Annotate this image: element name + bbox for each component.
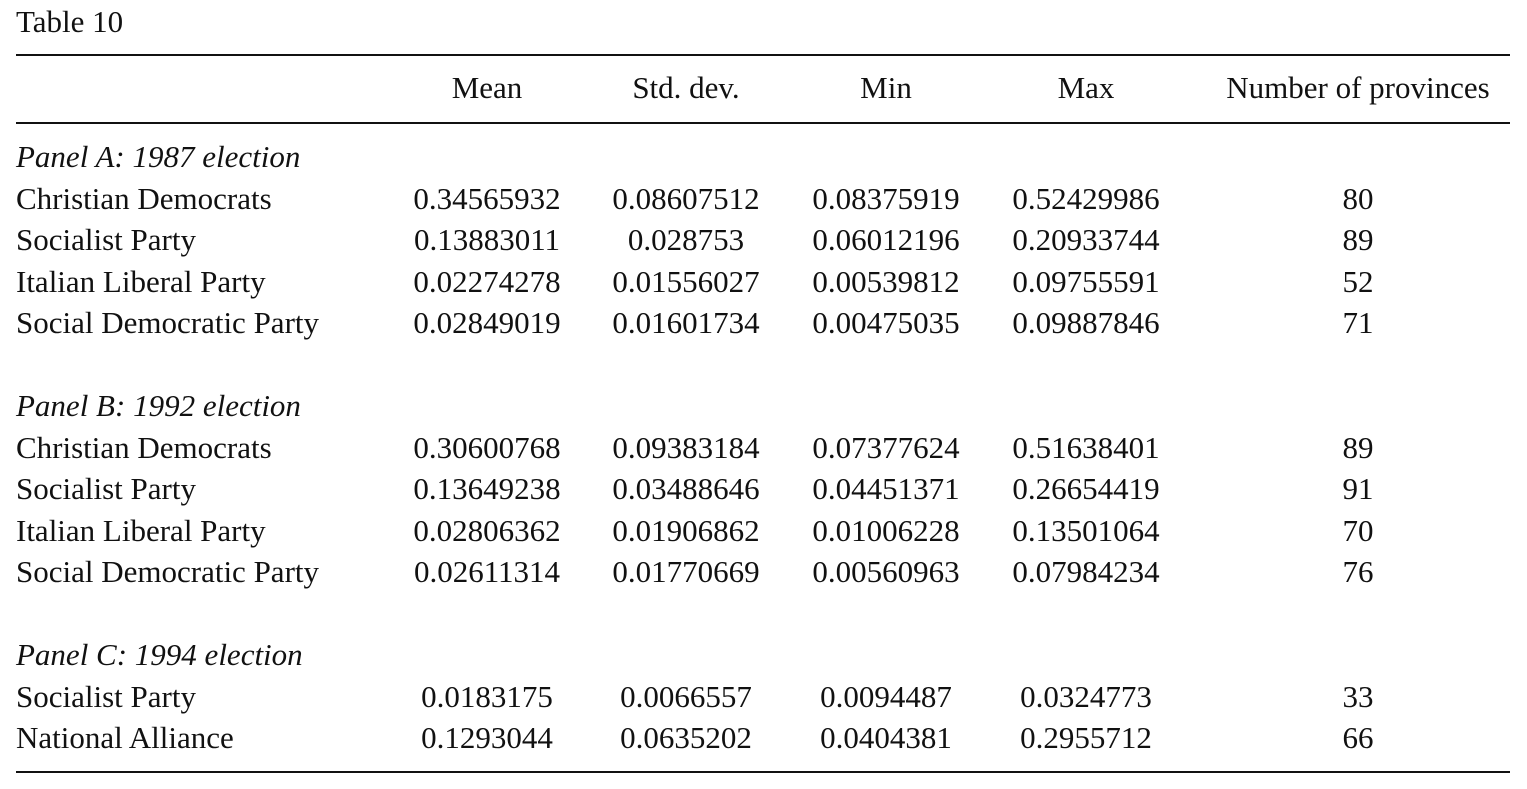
cell: 0.02806362 (413, 512, 561, 548)
cell: 0.0066557 (620, 678, 752, 714)
cell: 0.00475035 (812, 305, 960, 340)
cell: 0.08375919 (812, 180, 960, 216)
panel-title: Panel B: 1992 election (16, 388, 301, 423)
cell: 0.26654419 (1012, 471, 1160, 506)
cell: 0.01906862 (612, 512, 760, 548)
row-label: Italian Liberal Party (16, 512, 266, 548)
cell: 0.2955712 (1020, 720, 1152, 755)
row-label: Social Democratic Party (16, 554, 320, 589)
column-header: Min (860, 70, 912, 105)
cell: 70 (1342, 512, 1374, 548)
cell: 66 (1342, 720, 1374, 755)
cell: 0.01770669 (612, 554, 760, 589)
cell: 0.07377624 (812, 429, 960, 465)
cell: 0.1293044 (421, 720, 553, 755)
cell: 0.30600768 (413, 429, 561, 465)
column-header: Max (1057, 70, 1115, 105)
row-label: Socialist Party (16, 471, 196, 506)
cell: 80 (1342, 180, 1374, 216)
row-label: Christian Democrats (16, 429, 272, 465)
cell: 0.00539812 (812, 263, 960, 299)
cell: 0.01601734 (612, 305, 760, 340)
cell: 0.01006228 (812, 512, 960, 548)
cell: 0.09755591 (1012, 263, 1160, 299)
cell: 0.08607512 (612, 180, 760, 216)
cell: 89 (1342, 222, 1374, 257)
cell: 0.02274278 (413, 263, 561, 299)
cell: 0.09383184 (612, 429, 760, 465)
cell: 0.51638401 (1012, 429, 1160, 465)
header-rule (16, 122, 1510, 124)
cell: 0.0635202 (620, 720, 752, 755)
cell: 0.06012196 (812, 222, 960, 257)
cell: 0.07984234 (1012, 554, 1160, 589)
row-label: Italian Liberal Party (16, 263, 266, 299)
bottom-rule (16, 771, 1510, 773)
cell: 0.34565932 (413, 180, 561, 216)
table-title: Table 10 (16, 4, 124, 39)
cell: 0.13649238 (413, 471, 561, 506)
cell: 0.0404381 (820, 720, 952, 755)
column-header: Std. dev. (632, 70, 740, 105)
cell: 0.0183175 (421, 678, 553, 714)
cell: 0.01556027 (612, 263, 760, 299)
row-label: Social Democratic Party (16, 305, 320, 340)
row-label: National Alliance (16, 720, 234, 755)
cell: 33 (1342, 678, 1374, 714)
cell: 71 (1342, 305, 1374, 340)
row-label: Socialist Party (16, 678, 196, 714)
cell: 0.09887846 (1012, 305, 1160, 340)
cell: 0.03488646 (612, 471, 760, 506)
cell: 89 (1342, 429, 1374, 465)
cell: 52 (1342, 263, 1374, 299)
top-rule (16, 54, 1510, 56)
panel-title: Panel A: 1987 election (16, 139, 301, 174)
cell: 0.13501064 (1012, 512, 1160, 548)
cell: 0.02611314 (413, 554, 561, 589)
cell: 0.04451371 (812, 471, 960, 506)
row-label: Socialist Party (16, 222, 196, 257)
cell: 0.0094487 (820, 678, 952, 714)
cell: 0.02849019 (413, 305, 561, 340)
cell: 0.52429986 (1012, 180, 1160, 216)
cell: 0.00560963 (812, 554, 960, 589)
cell: 76 (1342, 554, 1374, 589)
cell: 91 (1342, 471, 1374, 506)
column-header: Mean (451, 70, 523, 105)
cell: 0.0324773 (1020, 678, 1152, 714)
row-label: Christian Democrats (16, 180, 272, 216)
cell: 0.028753 (627, 222, 745, 257)
panel-title: Panel C: 1994 election (16, 637, 303, 672)
cell: 0.20933744 (1012, 222, 1160, 257)
column-header: Number of provinces (1226, 70, 1490, 105)
cell: 0.13883011 (413, 222, 561, 257)
